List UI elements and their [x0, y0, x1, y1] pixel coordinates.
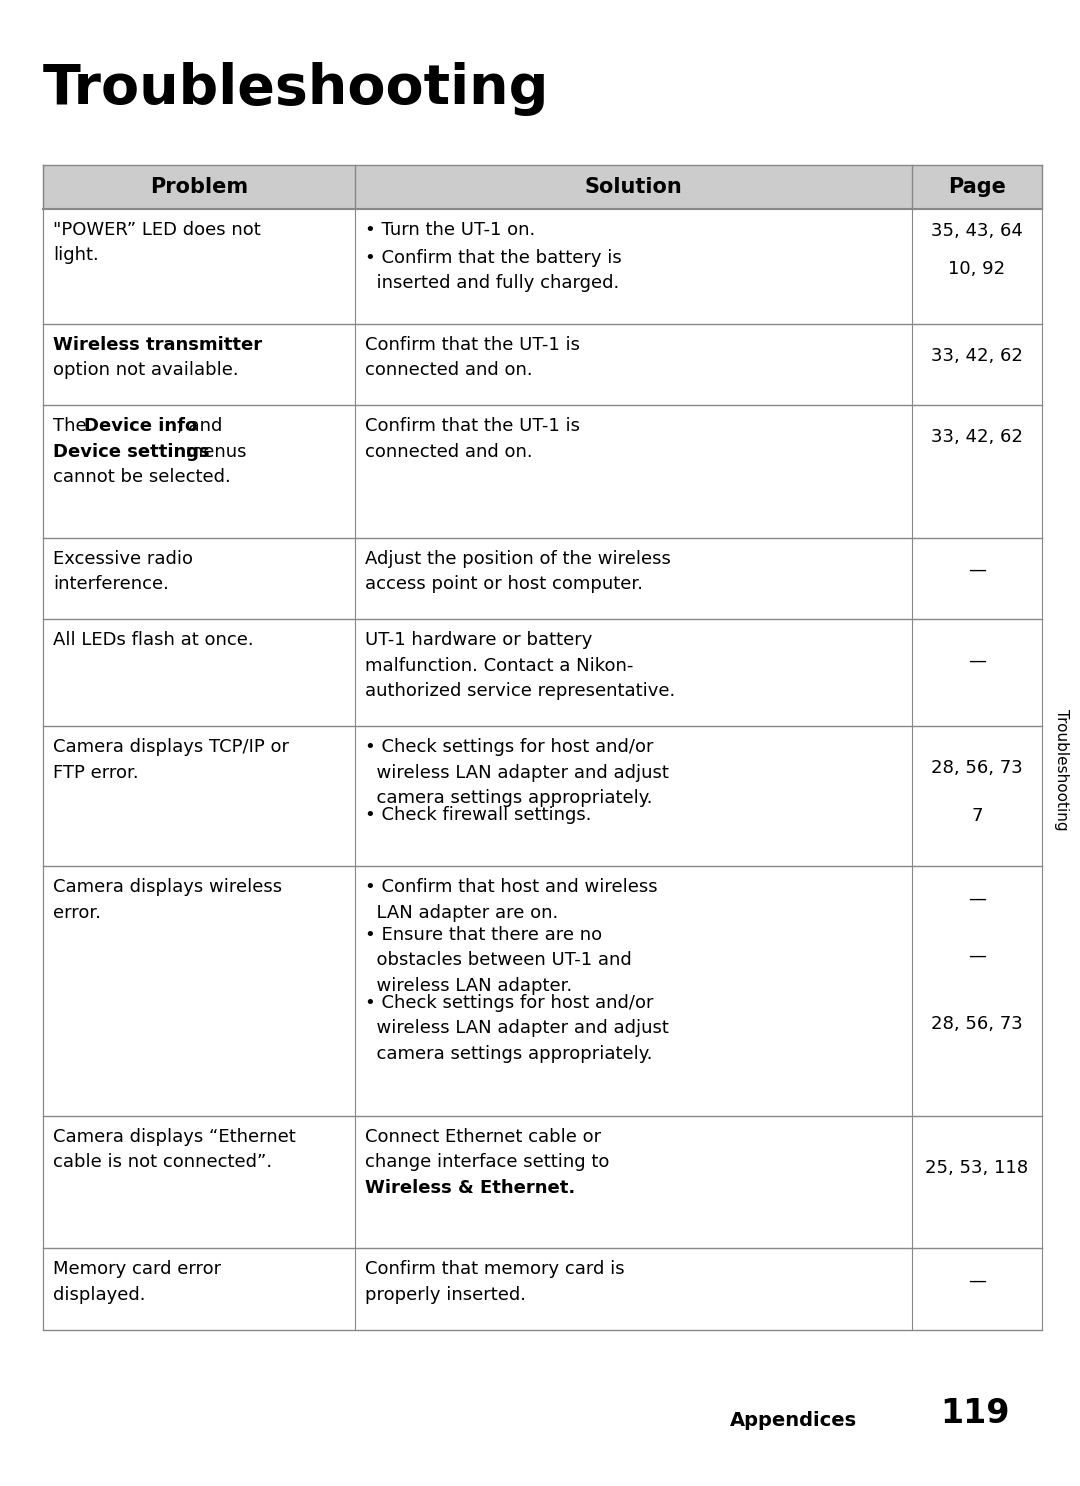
- Text: 28, 56, 73: 28, 56, 73: [931, 1015, 1023, 1033]
- Text: connected and on.: connected and on.: [365, 443, 532, 461]
- Text: 119: 119: [940, 1397, 1010, 1430]
- Text: LAN adapter are on.: LAN adapter are on.: [365, 903, 558, 921]
- Text: properly inserted.: properly inserted.: [365, 1285, 526, 1303]
- Text: displayed.: displayed.: [53, 1285, 146, 1303]
- Text: Wireless transmitter: Wireless transmitter: [53, 336, 262, 354]
- Text: UT-1 hardware or battery: UT-1 hardware or battery: [365, 632, 592, 649]
- Text: "POWER” LED does not: "POWER” LED does not: [53, 221, 260, 239]
- Text: camera settings appropriately.: camera settings appropriately.: [365, 789, 652, 807]
- Text: cannot be selected.: cannot be selected.: [53, 468, 231, 486]
- Text: • Confirm that the battery is: • Confirm that the battery is: [365, 248, 622, 266]
- Text: • Check settings for host and/or: • Check settings for host and/or: [365, 739, 653, 756]
- Text: Solution: Solution: [584, 177, 683, 198]
- Text: • Confirm that host and wireless: • Confirm that host and wireless: [365, 878, 658, 896]
- Text: access point or host computer.: access point or host computer.: [365, 575, 643, 593]
- Text: • Ensure that there are no: • Ensure that there are no: [365, 926, 603, 944]
- Text: The: The: [53, 418, 93, 435]
- Text: —: —: [968, 947, 986, 964]
- Text: menus: menus: [179, 443, 246, 461]
- Text: cable is not connected”.: cable is not connected”.: [53, 1153, 272, 1171]
- Text: —: —: [968, 560, 986, 578]
- Text: • Check firewall settings.: • Check firewall settings.: [365, 805, 592, 823]
- Text: Page: Page: [948, 177, 1005, 198]
- Text: —: —: [968, 889, 986, 908]
- Text: Device info: Device info: [84, 418, 198, 435]
- Text: light.: light.: [53, 247, 98, 265]
- Text: 35, 43, 64: 35, 43, 64: [931, 221, 1023, 241]
- Text: Confirm that memory card is: Confirm that memory card is: [365, 1260, 624, 1278]
- Text: Troubleshooting: Troubleshooting: [1054, 709, 1069, 831]
- Text: camera settings appropriately.: camera settings appropriately.: [365, 1045, 652, 1062]
- Text: Connect Ethernet cable or: Connect Ethernet cable or: [365, 1128, 602, 1146]
- Text: connected and on.: connected and on.: [365, 361, 532, 379]
- Text: 7: 7: [971, 807, 983, 825]
- Text: inserted and fully charged.: inserted and fully charged.: [365, 273, 619, 293]
- Text: wireless LAN adapter and adjust: wireless LAN adapter and adjust: [365, 1019, 669, 1037]
- Text: obstacles between UT-1 and: obstacles between UT-1 and: [365, 951, 632, 969]
- Text: Camera displays TCP/IP or: Camera displays TCP/IP or: [53, 739, 289, 756]
- Text: wireless LAN adapter.: wireless LAN adapter.: [365, 976, 572, 996]
- Text: • Turn the UT-1 on.: • Turn the UT-1 on.: [365, 221, 536, 239]
- Text: • Check settings for host and/or: • Check settings for host and/or: [365, 994, 653, 1012]
- Text: 10, 92: 10, 92: [948, 260, 1005, 278]
- Text: , and: , and: [177, 418, 222, 435]
- Text: Device settings: Device settings: [53, 443, 210, 461]
- Text: Camera displays “Ethernet: Camera displays “Ethernet: [53, 1128, 296, 1146]
- Text: Problem: Problem: [150, 177, 248, 198]
- Text: Memory card error: Memory card error: [53, 1260, 221, 1278]
- Text: malfunction. Contact a Nikon-: malfunction. Contact a Nikon-: [365, 657, 633, 675]
- Text: —: —: [968, 1272, 986, 1290]
- Text: authorized service representative.: authorized service representative.: [365, 682, 675, 700]
- Text: —: —: [968, 652, 986, 670]
- Text: change interface setting to: change interface setting to: [365, 1153, 609, 1171]
- Text: wireless LAN adapter and adjust: wireless LAN adapter and adjust: [365, 764, 669, 782]
- Text: interference.: interference.: [53, 575, 168, 593]
- Text: option not available.: option not available.: [53, 361, 239, 379]
- Text: 28, 56, 73: 28, 56, 73: [931, 759, 1023, 777]
- Text: All LEDs flash at once.: All LEDs flash at once.: [53, 632, 254, 649]
- Text: error.: error.: [53, 903, 102, 921]
- Text: Adjust the position of the wireless: Adjust the position of the wireless: [365, 550, 671, 568]
- Text: 33, 42, 62: 33, 42, 62: [931, 428, 1023, 446]
- Bar: [43, 165, 1042, 210]
- Text: Wireless & Ethernet.: Wireless & Ethernet.: [365, 1178, 576, 1196]
- Text: 25, 53, 118: 25, 53, 118: [926, 1159, 1028, 1177]
- Text: FTP error.: FTP error.: [53, 764, 138, 782]
- Text: Camera displays wireless: Camera displays wireless: [53, 878, 282, 896]
- Text: Excessive radio: Excessive radio: [53, 550, 193, 568]
- Text: 33, 42, 62: 33, 42, 62: [931, 346, 1023, 364]
- Text: Appendices: Appendices: [730, 1412, 858, 1430]
- Text: Troubleshooting: Troubleshooting: [43, 62, 550, 116]
- Text: Confirm that the UT-1 is: Confirm that the UT-1 is: [365, 418, 580, 435]
- Text: Confirm that the UT-1 is: Confirm that the UT-1 is: [365, 336, 580, 354]
